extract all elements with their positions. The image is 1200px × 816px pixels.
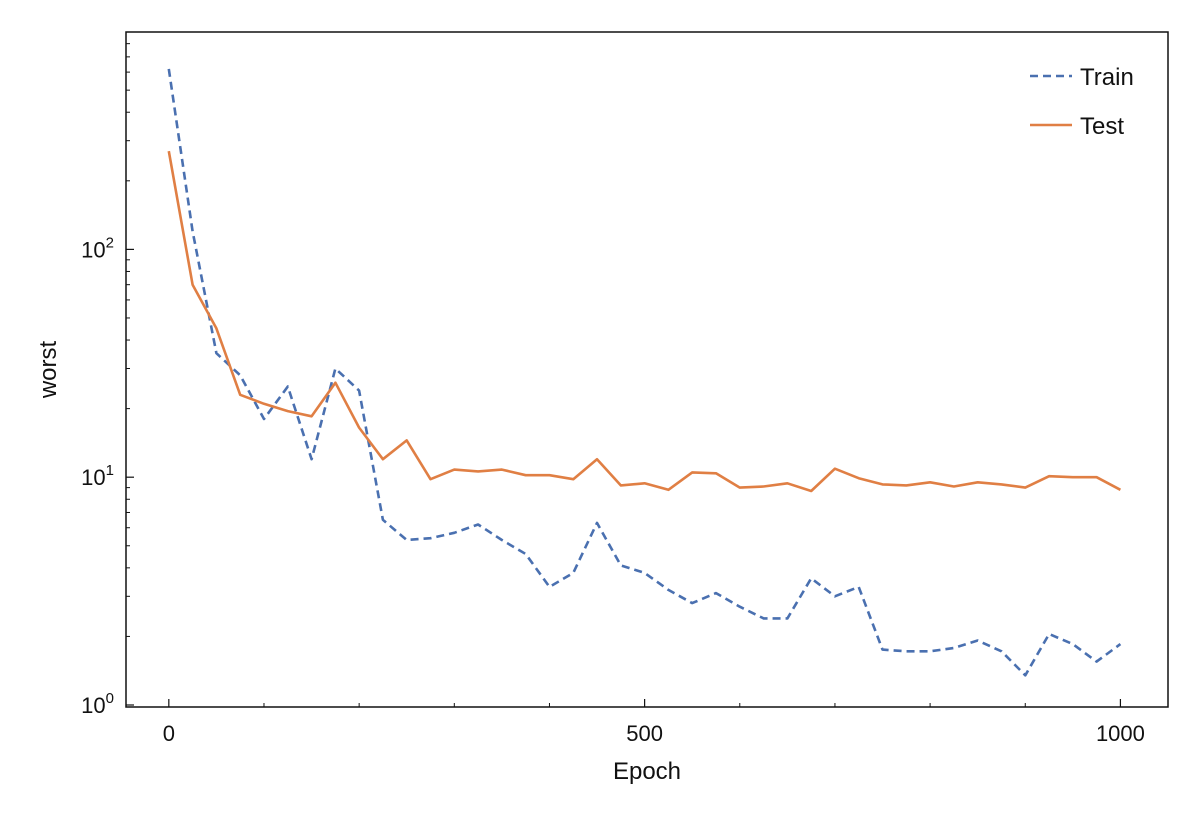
x-axis-label: Epoch — [613, 758, 681, 785]
legend-label-train: Train — [1080, 64, 1134, 91]
x-tick-label: 1000 — [1096, 721, 1145, 746]
series-line-test — [167, 150, 1122, 493]
y-tick-label: 101 — [81, 462, 114, 490]
tick-layer: 0 500 1000 100 101 102 — [81, 31, 1145, 746]
y-tick-label: 100 — [81, 690, 114, 718]
plot-area: 0 500 1000 100 101 102 — [81, 31, 1169, 746]
y-axis-label: worst — [35, 341, 62, 400]
series-layer — [167, 68, 1122, 677]
y-tick-label: 102 — [81, 234, 114, 262]
plot-frame — [125, 31, 1169, 708]
x-tick-label: 0 — [163, 721, 175, 746]
legend-label-test: Test — [1080, 113, 1124, 140]
legend: Train Test — [1030, 64, 1134, 140]
x-tick-label: 500 — [626, 721, 663, 746]
series-line-train — [167, 68, 1122, 677]
